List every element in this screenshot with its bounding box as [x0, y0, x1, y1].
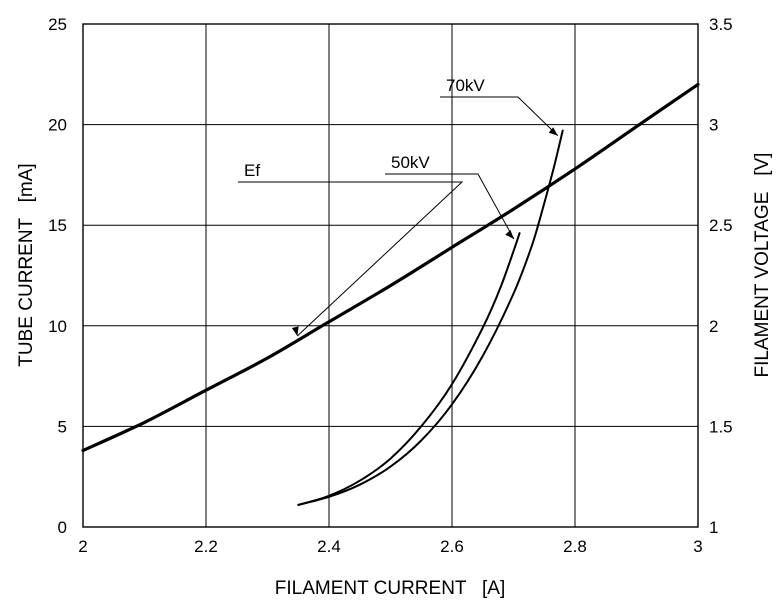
series-line-70kv [297, 232, 521, 506]
left-y-tick-label: 0 [58, 518, 67, 537]
left-y-tick-label: 10 [48, 317, 67, 336]
right-y-tick-label: 3 [709, 116, 718, 135]
x-tick-label: 2 [78, 537, 87, 556]
series-label-70kv: 70kV [446, 76, 485, 95]
leader-arrowhead [548, 127, 558, 136]
plot-frame [82, 23, 699, 528]
leader-arrowhead [291, 326, 299, 336]
leader-arrowhead [505, 230, 514, 239]
right-y-tick-label: 1 [709, 518, 718, 537]
right-y-tick-label: 2 [709, 317, 718, 336]
x-tick-label: 2.6 [440, 537, 464, 556]
x-tick-labels: 2 2.2 2.4 2.6 2.8 3 [78, 537, 702, 556]
left-y-tick-label: 15 [48, 216, 67, 235]
left-y-tick-labels: 0 5 10 15 20 25 [48, 15, 67, 537]
series-line-50kv [297, 129, 564, 506]
annotation-leaders: Ef 50kV 70kV [238, 76, 559, 337]
curves [81, 82, 700, 506]
right-y-tick-labels: 1 1.5 2 2.5 3 3.5 [709, 15, 733, 537]
left-y-tick-label: 5 [58, 417, 67, 436]
right-y-axis-label: FILAMENT VOLTAGE [V] [752, 153, 773, 378]
left-y-tick-label: 25 [48, 15, 67, 34]
grid [82, 23, 699, 528]
series-line-ef [81, 82, 700, 453]
left-y-tick-label: 20 [48, 116, 67, 135]
right-y-tick-label: 1.5 [709, 417, 733, 436]
series-label-50kv: 50kV [391, 153, 430, 172]
leader-line-70kv [440, 96, 559, 137]
x-tick-label: 3 [693, 537, 702, 556]
left-y-axis-label: TUBE CURRENT [mA] [16, 163, 37, 366]
right-y-tick-label: 3.5 [709, 15, 733, 34]
series-label-ef: Ef [244, 161, 260, 180]
leader-line-ef [238, 181, 464, 337]
x-axis-label: FILAMENT CURRENT [A] [275, 578, 506, 599]
x-tick-label: 2.8 [563, 537, 587, 556]
leader-line-50kv [385, 173, 515, 240]
right-y-tick-label: 2.5 [709, 216, 733, 235]
x-tick-label: 2.2 [194, 537, 218, 556]
x-tick-label: 2.4 [317, 537, 341, 556]
